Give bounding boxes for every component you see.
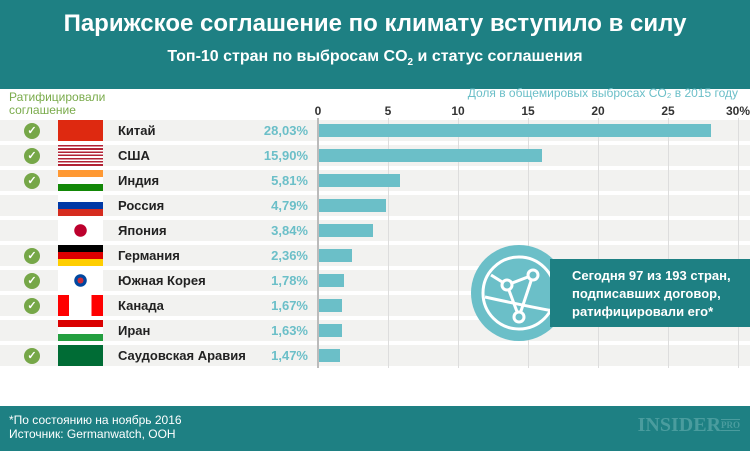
footer: *По состоянию на ноябрь 2016 Источник: G… [0, 406, 750, 451]
gridline [458, 118, 459, 368]
gridline [528, 118, 529, 368]
subtitle-end: и статус соглашения [413, 48, 583, 65]
gridline [598, 118, 599, 368]
check-icon: ✓ [24, 172, 40, 189]
ratified-column-label: Ратифицировали соглашение [9, 90, 106, 117]
x-tick-label: 30% [725, 104, 750, 118]
saudi-arabia-flag-icon [58, 345, 103, 366]
gridline [668, 118, 669, 368]
value-label: 15,90% [263, 148, 308, 163]
check-icon: ✓ [24, 272, 40, 289]
country-label: Саудовская Аравия [118, 348, 246, 363]
value-label: 28,03% [263, 123, 308, 138]
x-axis-label: Доля в общемировых выбросах CO₂ в 2015 г… [467, 86, 738, 100]
footnote: *По состоянию на ноябрь 2016 [9, 413, 182, 427]
country-label: Россия [118, 198, 165, 213]
check-icon: ✓ [24, 347, 40, 364]
subtitle-sub: 2 [407, 57, 414, 69]
russia-flag-icon [58, 195, 103, 216]
value-label: 4,79% [271, 198, 308, 213]
x-tick-label: 15 [521, 104, 535, 118]
germany-flag-icon [58, 245, 103, 266]
x-tick-label: 5 [384, 104, 392, 118]
value-label: 5,81% [271, 173, 308, 188]
value-label: 2,36% [271, 248, 308, 263]
value-label: 1,67% [271, 298, 308, 313]
callout-box: Сегодня 97 из 193 стран, подписавших дог… [550, 259, 750, 327]
south-korea-flag-icon [58, 270, 103, 291]
bar [319, 299, 343, 312]
header: Парижское соглашение по климату вступило… [0, 0, 750, 89]
bar [319, 124, 712, 137]
china-flag-icon [58, 120, 103, 141]
value-label: 1,63% [271, 323, 308, 338]
country-label: Южная Корея [118, 273, 206, 288]
chart-title: Парижское соглашение по климату вступило… [63, 10, 687, 37]
insider-pro-logo: INSIDERPRO [638, 415, 740, 435]
bar [319, 274, 344, 287]
country-label: Иран [118, 323, 151, 338]
x-tick-label: 25 [661, 104, 675, 118]
chart-subtitle: Топ-10 стран по выбросам CO2 и статус со… [0, 48, 750, 68]
bar [319, 199, 387, 212]
source: Источник: Germanwatch, ООН [9, 427, 176, 441]
usa-flag-icon [58, 145, 103, 166]
japan-flag-icon [58, 220, 103, 241]
check-icon: ✓ [24, 147, 40, 164]
table-row [0, 220, 750, 241]
country-label: Китай [118, 123, 156, 138]
country-label: Германия [118, 248, 180, 263]
iran-flag-icon [58, 320, 103, 341]
country-label: Индия [118, 173, 160, 188]
x-axis-baseline [317, 118, 319, 368]
bar [319, 324, 342, 337]
check-icon: ✓ [24, 297, 40, 314]
value-label: 3,84% [271, 223, 308, 238]
logo-text: INSIDER [637, 414, 721, 436]
bar [319, 249, 353, 262]
country-label: США [118, 148, 150, 163]
check-icon: ✓ [24, 247, 40, 264]
bar [319, 174, 401, 187]
logo-pro: PRO [721, 419, 740, 431]
x-tick-label: 0 [314, 104, 322, 118]
subtitle-text: Топ-10 стран по выбросам CO [167, 48, 408, 65]
x-tick-label: 10 [451, 104, 465, 118]
check-icon: ✓ [24, 122, 40, 139]
bar [319, 349, 340, 362]
value-label: 1,47% [271, 348, 308, 363]
country-label: Япония [118, 223, 167, 238]
gridline [388, 118, 389, 368]
value-label: 1,78% [271, 273, 308, 288]
table-row [0, 345, 750, 366]
x-tick-label: 20 [591, 104, 605, 118]
country-label: Канада [118, 298, 164, 313]
bar [319, 224, 373, 237]
canada-flag-icon [58, 295, 103, 316]
gridline [738, 118, 739, 368]
india-flag-icon [58, 170, 103, 191]
bar [319, 149, 542, 162]
